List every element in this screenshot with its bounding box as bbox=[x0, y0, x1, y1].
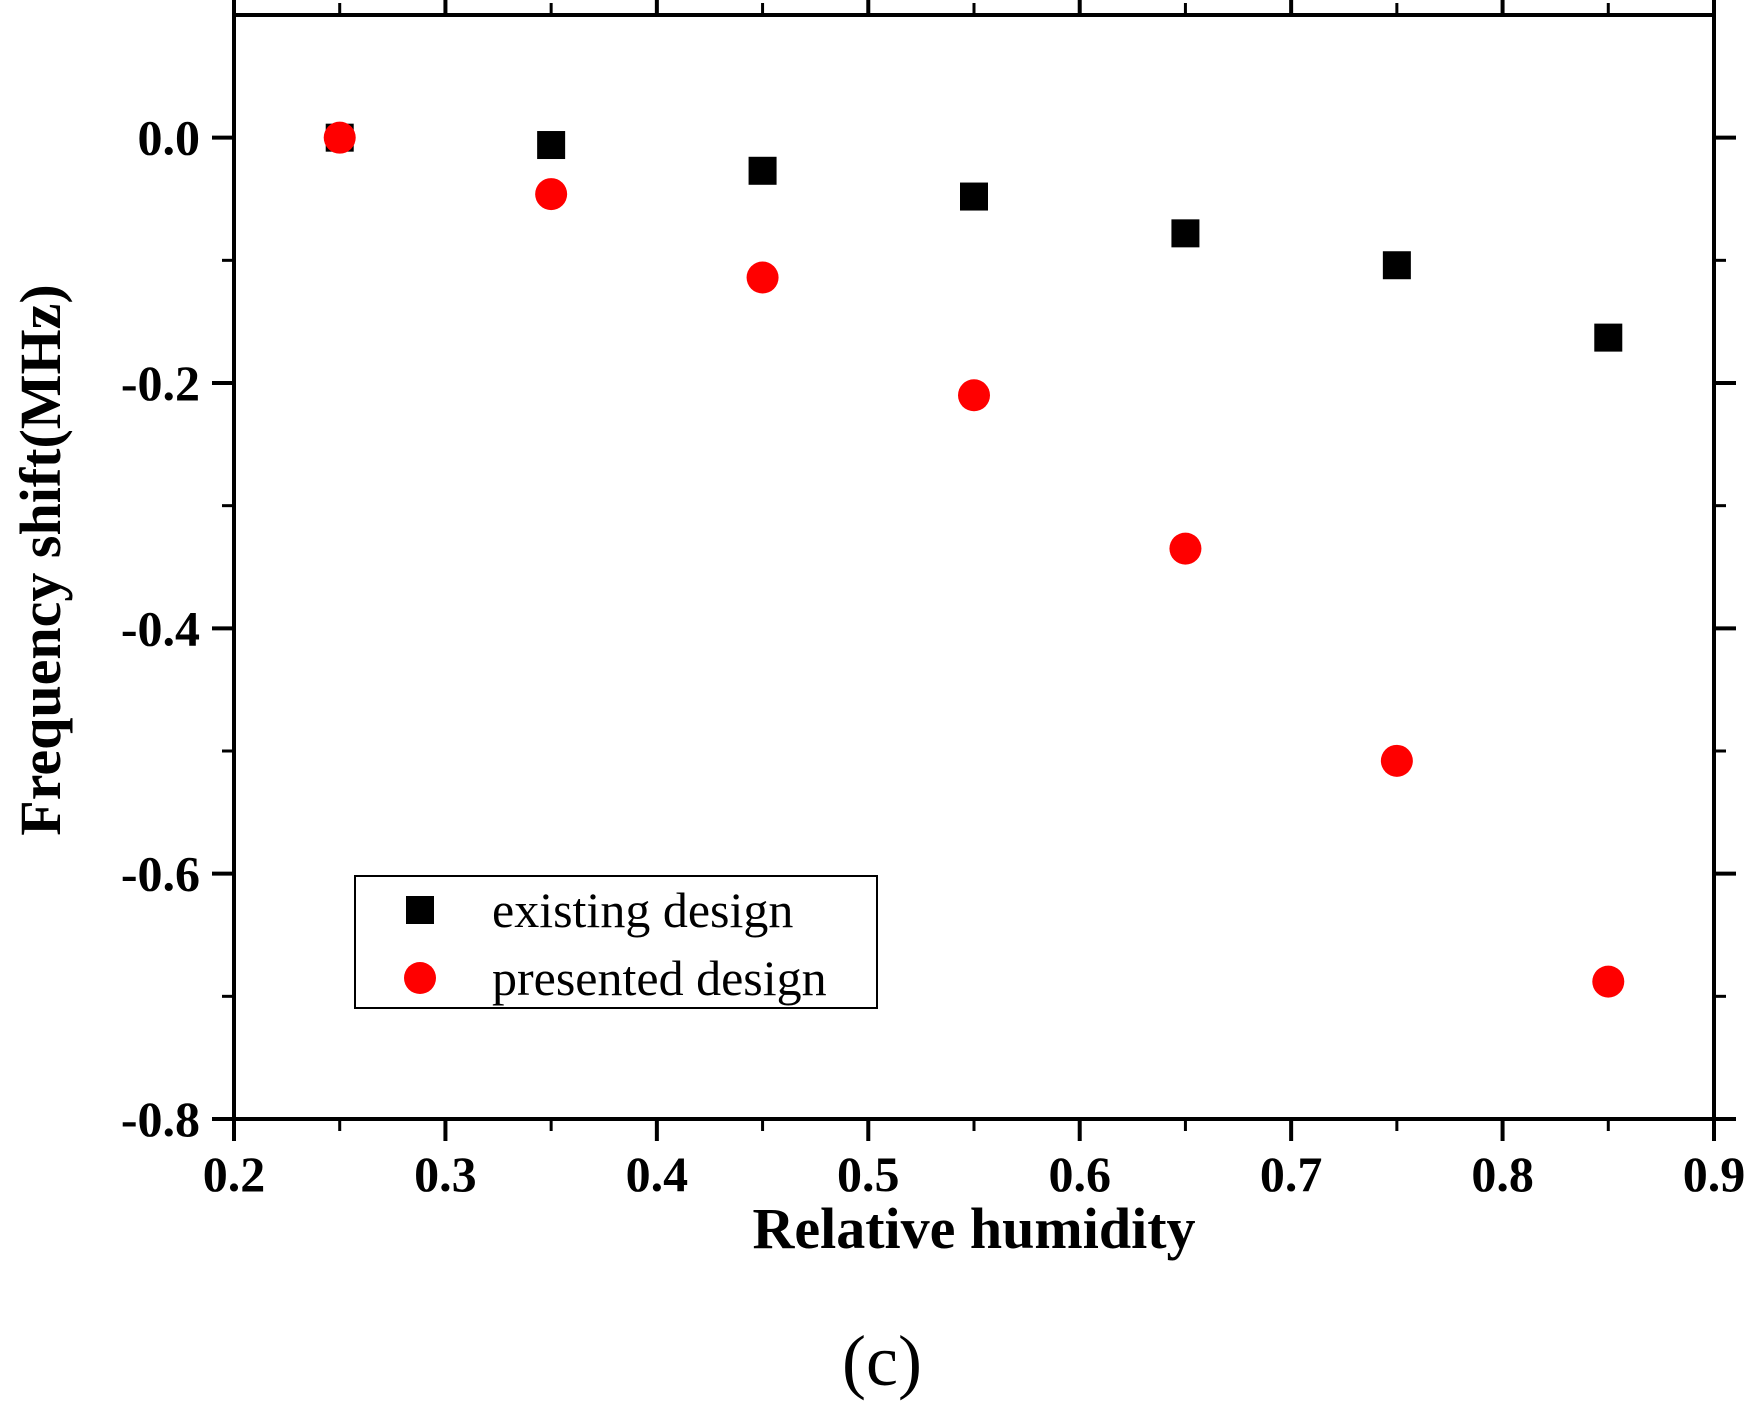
legend-existing-design-label: existing design bbox=[492, 882, 793, 938]
x-tick-label: 0.3 bbox=[414, 1146, 477, 1202]
x-tick-label: 0.4 bbox=[626, 1146, 689, 1202]
existing-design-point bbox=[748, 156, 777, 185]
presented-design-point bbox=[323, 121, 356, 154]
x-tick-label: 0.5 bbox=[837, 1146, 900, 1202]
legend-presented-design-marker bbox=[404, 962, 436, 994]
presented-design-point bbox=[1169, 532, 1202, 565]
presented-design-point bbox=[535, 178, 568, 211]
presented-design-point bbox=[746, 261, 779, 294]
x-tick-label: 0.6 bbox=[1048, 1146, 1111, 1202]
legend-box bbox=[354, 875, 878, 1009]
presented-design-point bbox=[1380, 744, 1413, 777]
y-tick-label: -0.2 bbox=[121, 355, 200, 411]
y-tick-label: 0.0 bbox=[138, 110, 201, 166]
legend-presented-design-label: presented design bbox=[492, 950, 827, 1006]
existing-design-point bbox=[1594, 323, 1623, 352]
x-axis-title: Relative humidity bbox=[752, 1196, 1195, 1261]
existing-design-point bbox=[960, 182, 988, 211]
existing-design-point bbox=[1382, 251, 1411, 280]
existing-design-point bbox=[1171, 219, 1200, 248]
existing-design-point bbox=[537, 131, 566, 160]
y-axis-title: Frequency shift(MHz) bbox=[8, 284, 73, 835]
presented-design-point bbox=[958, 379, 990, 412]
y-tick-label: -0.4 bbox=[121, 600, 200, 656]
legend-existing-design-marker bbox=[406, 896, 434, 924]
axes: 0.2 0.3 0.4 0.5 0.6 0.7 0.8 0.9 0.0 -0.2 -0.4 -0.6 -… bbox=[121, 0, 1745, 1202]
panel-label: (c) bbox=[842, 1321, 922, 1401]
data-marks bbox=[323, 121, 1625, 998]
x-tick-label: 0.7 bbox=[1260, 1146, 1323, 1202]
legend: existing design presented design bbox=[354, 875, 878, 1009]
x-tick-label: 0.8 bbox=[1471, 1146, 1534, 1202]
x-tick-label: 0.2 bbox=[203, 1146, 266, 1202]
y-tick-label: -0.8 bbox=[121, 1091, 200, 1147]
y-tick-label: -0.6 bbox=[121, 846, 200, 902]
presented-design-point bbox=[1592, 965, 1625, 998]
x-tick-label: 0.9 bbox=[1683, 1146, 1746, 1202]
